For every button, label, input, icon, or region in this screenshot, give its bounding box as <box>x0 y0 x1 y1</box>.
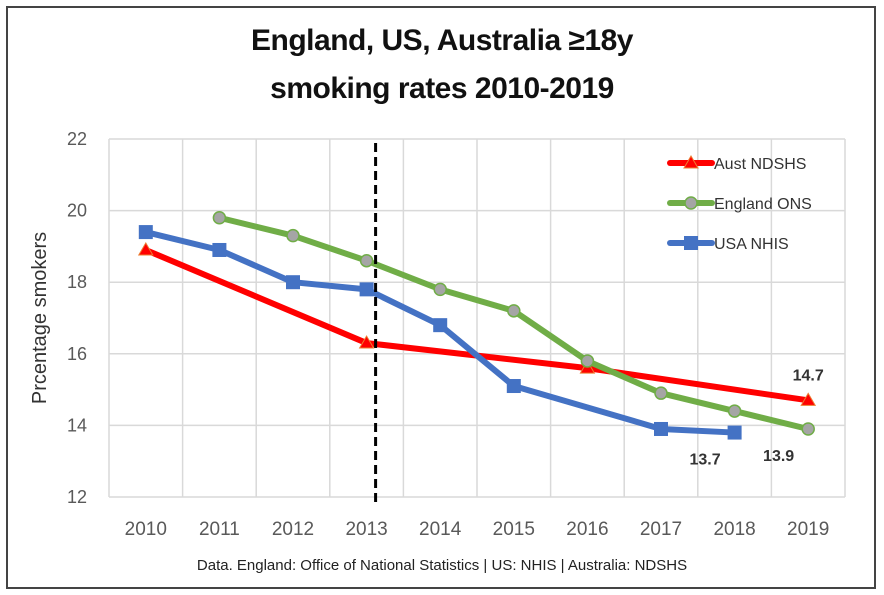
legend-label: Aust NDSHS <box>714 156 806 173</box>
y-tick-label: 20 <box>67 201 87 221</box>
data-point-marker <box>359 253 374 268</box>
y-tick-label: 22 <box>67 129 87 149</box>
y-axis-label: Prcentage smokers <box>29 232 51 404</box>
series-line <box>145 229 735 436</box>
data-labels: 14.7 13.7 13.9 <box>689 367 823 468</box>
x-tick-label: 2017 <box>640 519 682 540</box>
data-point-marker <box>433 318 448 333</box>
data-point-marker <box>137 241 154 256</box>
data-point-marker <box>433 282 447 297</box>
legend-marker <box>684 196 698 210</box>
gridlines <box>108 138 846 498</box>
x-tick-label: 2019 <box>787 519 829 540</box>
data-point-marker <box>359 282 374 297</box>
data-point-marker <box>727 425 742 440</box>
x-tick-label: 2011 <box>199 519 240 540</box>
x-axis-ticks: 2010 2011 2012 2013 2014 2015 2016 2017 2018 2019 <box>125 519 830 540</box>
data-label: 13.9 <box>763 448 794 465</box>
data-label: 13.7 <box>689 452 720 469</box>
data-point-marker <box>800 392 817 406</box>
y-axis-ticks: 12 14 16 18 20 22 <box>67 129 87 507</box>
data-point-marker <box>286 228 300 243</box>
series-england-ons <box>212 211 815 436</box>
x-tick-label: 2013 <box>345 519 387 540</box>
x-tick-label: 2016 <box>566 519 608 540</box>
legend-item: England ONS <box>667 196 812 213</box>
series-usa-nhis <box>138 225 742 440</box>
data-point-marker <box>506 379 521 394</box>
legend-item: USA NHIS <box>667 236 789 253</box>
data-point-marker <box>654 421 668 436</box>
chart-source-note: Data. England: Office of National Statis… <box>196 557 688 574</box>
legend: Aust NDSHS England ONS USA NHIS <box>667 155 812 253</box>
legend-label: USA NHIS <box>714 236 789 253</box>
data-point-marker <box>212 242 227 257</box>
x-tick-label: 2018 <box>713 519 755 540</box>
data-point-marker <box>286 275 300 290</box>
x-tick-label: 2012 <box>272 519 314 540</box>
data-point-marker <box>138 225 153 240</box>
legend-item: Aust NDSHS <box>667 155 806 173</box>
legend-marker <box>684 236 698 250</box>
y-tick-label: 16 <box>67 344 87 364</box>
chart-frame <box>6 6 876 589</box>
x-tick-label: 2010 <box>125 519 167 540</box>
chart-title-line-2: smoking rates 2010-2019 <box>270 72 614 105</box>
chart-title-line-1: England, US, Australia ≥18y <box>251 24 633 57</box>
y-tick-label: 14 <box>67 415 87 435</box>
data-point-marker <box>212 211 227 225</box>
x-tick-label: 2014 <box>419 519 462 540</box>
data-point-marker <box>358 335 375 349</box>
y-tick-label: 12 <box>67 487 87 507</box>
data-point-marker <box>727 404 742 418</box>
data-point-marker <box>801 422 815 436</box>
data-point-marker <box>507 304 521 318</box>
legend-marker <box>683 155 699 169</box>
y-tick-label: 18 <box>67 272 87 292</box>
legend-label: England ONS <box>714 196 812 213</box>
data-label: 14.7 <box>793 367 824 384</box>
data-point-marker <box>654 386 668 400</box>
series-group <box>137 211 817 440</box>
x-tick-label: 2015 <box>493 519 535 540</box>
data-point-marker <box>580 354 595 368</box>
